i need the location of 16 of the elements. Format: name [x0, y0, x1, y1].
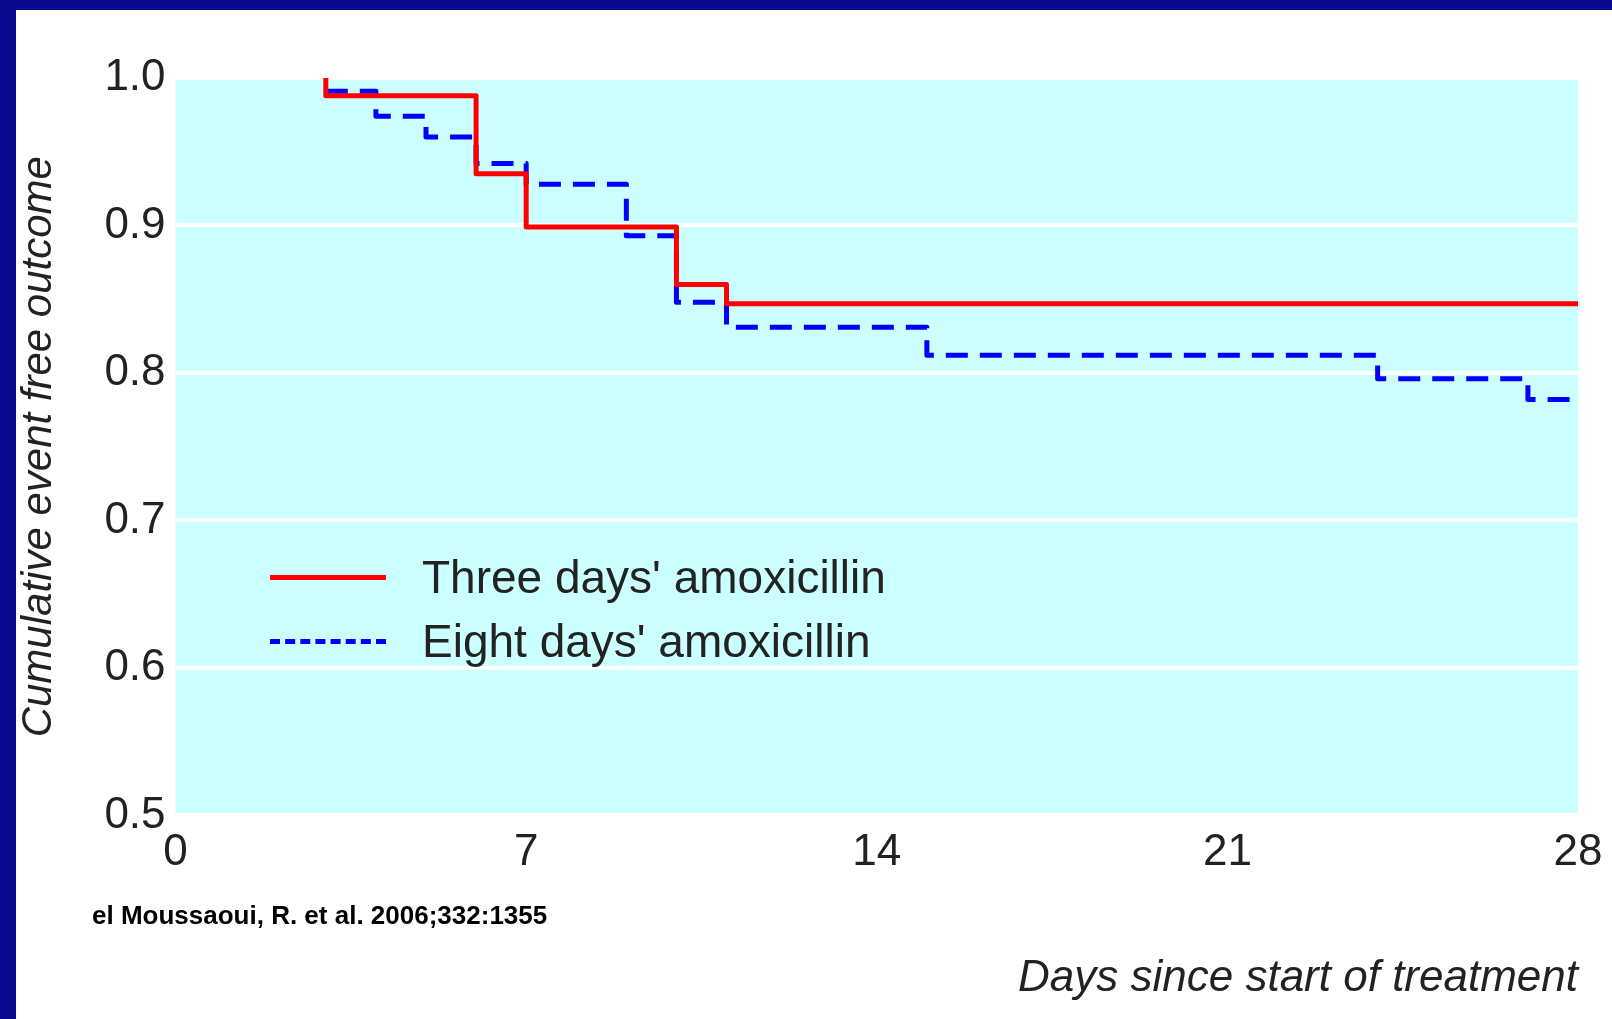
x-tick-label: 21 [1202, 824, 1252, 874]
y-tick-label: 0.9 [104, 197, 166, 247]
y-tick-label: 0.5 [104, 787, 166, 837]
y-tick-label: 1.0 [104, 50, 166, 100]
legend-label: Three days' amoxicillin [422, 550, 886, 604]
y-axis-title: Cumulative event free outcome [12, 156, 60, 738]
x-axis-title: Days since start of treatment [1018, 950, 1580, 1000]
x-tick-label: 7 [513, 824, 539, 874]
x-tick-label: 0 [163, 824, 188, 874]
x-tick-label: 14 [852, 824, 902, 874]
text: el Moussaoui, R. et al. 2006;332:1355 [92, 900, 548, 931]
y-tick-label: 0.8 [104, 345, 166, 395]
x-tick-label: 28 [1553, 824, 1603, 874]
legend-label: Eight days' amoxicillin [422, 614, 871, 668]
y-tick-label: 0.6 [104, 640, 166, 690]
y-tick-label: 0.7 [104, 492, 166, 542]
